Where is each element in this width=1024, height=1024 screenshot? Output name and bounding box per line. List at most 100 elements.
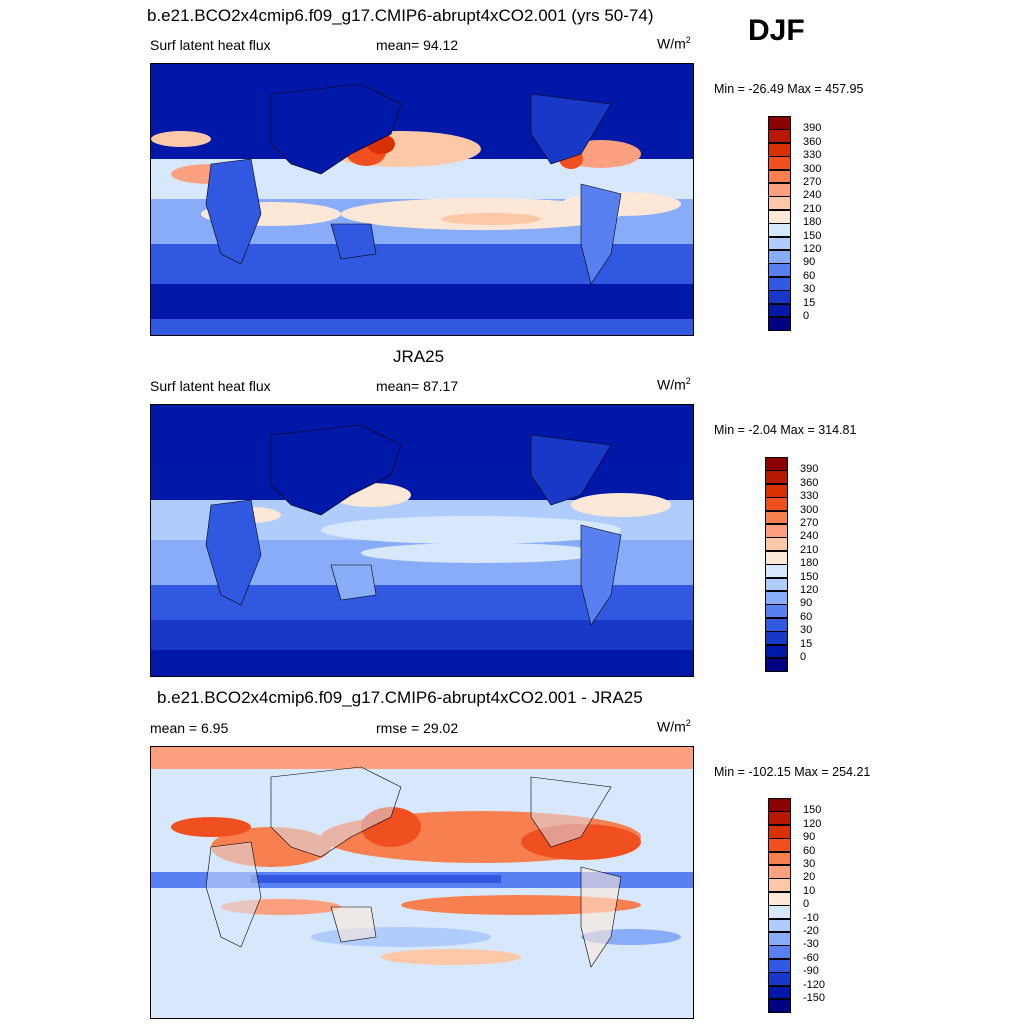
colorbar-tick-label: 390 — [803, 122, 822, 135]
colorbar-swatch — [765, 658, 788, 672]
colorbar-swatch — [768, 236, 791, 251]
colorbar-swatch — [768, 824, 791, 839]
colorbar-swatch — [768, 129, 791, 144]
colorbar-swatch — [768, 169, 791, 184]
colorbar-swatch — [768, 985, 791, 1000]
colorbar-swatch — [765, 644, 788, 659]
colorbar-tick-label: 300 — [803, 162, 822, 175]
colorbar-swatch — [765, 617, 788, 632]
colorbar-tick-label: 30 — [800, 624, 813, 637]
colorbar-tick-label: 240 — [800, 530, 819, 543]
colorbar-tick-label: 15 — [800, 637, 813, 650]
colorbar-tick-label: 150 — [803, 229, 822, 242]
panel1-variable-label: Surf latent heat flux — [150, 37, 271, 53]
panel2-title: JRA25 — [393, 347, 445, 366]
colorbar-swatch — [768, 263, 791, 278]
colorbar-tick-label: 390 — [800, 463, 819, 476]
colorbar-swatch — [765, 631, 788, 646]
panel3-rmse-label: rmse = 29.02 — [376, 720, 459, 736]
colorbar-swatch — [765, 510, 788, 525]
colorbar-tick-label: 0 — [803, 310, 810, 322]
colorbar-swatch — [768, 183, 791, 197]
colorbar-tick-label: -150 — [803, 992, 826, 1004]
panel1-field — [151, 64, 693, 335]
colorbar-swatch — [765, 604, 788, 619]
colorbar-tick-label: 360 — [803, 135, 822, 148]
colorbar-swatch — [768, 290, 791, 305]
colorbar-tick-label: 0 — [800, 651, 807, 663]
panel3-field — [151, 747, 693, 1018]
colorbar-tick-label: 180 — [800, 557, 819, 570]
colorbar-swatch — [768, 891, 791, 906]
colorbar-tick-label: -60 — [803, 951, 819, 964]
colorbar-tick-label: 60 — [800, 610, 813, 623]
panel2-mean-label: mean= 87.17 — [376, 378, 459, 394]
colorbar-swatch — [765, 483, 788, 498]
colorbar-tick-label: 60 — [803, 269, 816, 282]
colorbar-swatch — [768, 972, 791, 987]
panel3-mean-label: mean = 6.95 — [150, 720, 229, 736]
colorbar-swatch — [765, 591, 788, 605]
panel2-units: W/m2 — [657, 376, 691, 393]
colorbar-swatch — [768, 851, 791, 866]
colorbar-swatch — [768, 303, 791, 318]
colorbar-swatch — [768, 838, 791, 853]
colorbar-tick-label: 120 — [803, 243, 822, 255]
colorbar-swatch — [768, 905, 791, 920]
colorbar-tick-label: 270 — [803, 176, 822, 188]
colorbar-swatch — [768, 196, 791, 211]
colorbar-tick-label: 300 — [800, 503, 819, 516]
colorbar-swatch — [765, 550, 788, 565]
panel1-units: W/m2 — [657, 35, 691, 52]
colorbar-swatch — [768, 811, 791, 826]
panel3-map — [150, 746, 694, 1019]
colorbar-swatch — [765, 457, 788, 471]
colorbar-tick-label: 330 — [800, 490, 819, 503]
colorbar-swatch — [768, 958, 791, 973]
colorbar-tick-label: 20 — [803, 871, 816, 884]
panel2-map — [150, 404, 694, 677]
colorbar-tick-label: 60 — [803, 844, 816, 857]
season-label: DJF — [748, 14, 805, 47]
colorbar-tick-label: 15 — [803, 296, 816, 309]
colorbar-swatch — [765, 524, 788, 538]
panel1-title: b.e21.BCO2x4cmip6.f09_g17.CMIP6-abrupt4x… — [147, 6, 654, 25]
colorbar-tick-label: 30 — [803, 858, 816, 870]
colorbar-swatch — [768, 999, 791, 1013]
colorbar-tick-label: 210 — [800, 543, 819, 556]
panel3-title: b.e21.BCO2x4cmip6.f09_g17.CMIP6-abrupt4x… — [157, 688, 643, 707]
colorbar-tick-label: -10 — [803, 911, 819, 924]
colorbar-tick-label: -90 — [803, 965, 819, 978]
colorbar-tick-label: -30 — [803, 938, 819, 951]
colorbar-tick-label: -120 — [803, 978, 826, 991]
colorbar-swatch — [768, 798, 791, 812]
colorbar-swatch — [768, 209, 791, 224]
panel2-field — [151, 405, 693, 676]
colorbar-tick-label: 210 — [803, 202, 822, 215]
panel3-minmax: Min = -102.15 Max = 254.21 — [714, 765, 871, 779]
colorbar-tick-label: 90 — [803, 256, 816, 269]
colorbar-swatch — [768, 918, 791, 933]
panel2-variable-label: Surf latent heat flux — [150, 378, 271, 394]
colorbar-swatch — [768, 250, 791, 264]
colorbar-swatch — [768, 142, 791, 157]
colorbar-tick-label: 120 — [803, 817, 822, 830]
panel3-units: W/m2 — [657, 718, 691, 735]
colorbar-tick-label: 30 — [803, 283, 816, 296]
panel1-minmax: Min = -26.49 Max = 457.95 — [714, 82, 864, 96]
colorbar-tick-label: 150 — [800, 570, 819, 583]
colorbar-tick-label: 240 — [803, 189, 822, 202]
colorbar-tick-label: 10 — [803, 884, 816, 897]
colorbar-swatch — [765, 577, 788, 592]
colorbar-tick-label: 90 — [803, 831, 816, 844]
colorbar-tick-label: 360 — [800, 476, 819, 489]
colorbar-swatch — [765, 497, 788, 512]
colorbar-swatch — [768, 116, 791, 130]
colorbar-swatch — [768, 878, 791, 893]
panel2-minmax: Min = -2.04 Max = 314.81 — [714, 423, 857, 437]
colorbar-swatch — [768, 865, 791, 879]
colorbar-tick-label: -20 — [803, 925, 819, 937]
colorbar-tick-label: 90 — [800, 597, 813, 610]
colorbar-swatch — [768, 317, 791, 331]
colorbar-tick-label: 120 — [800, 584, 819, 596]
